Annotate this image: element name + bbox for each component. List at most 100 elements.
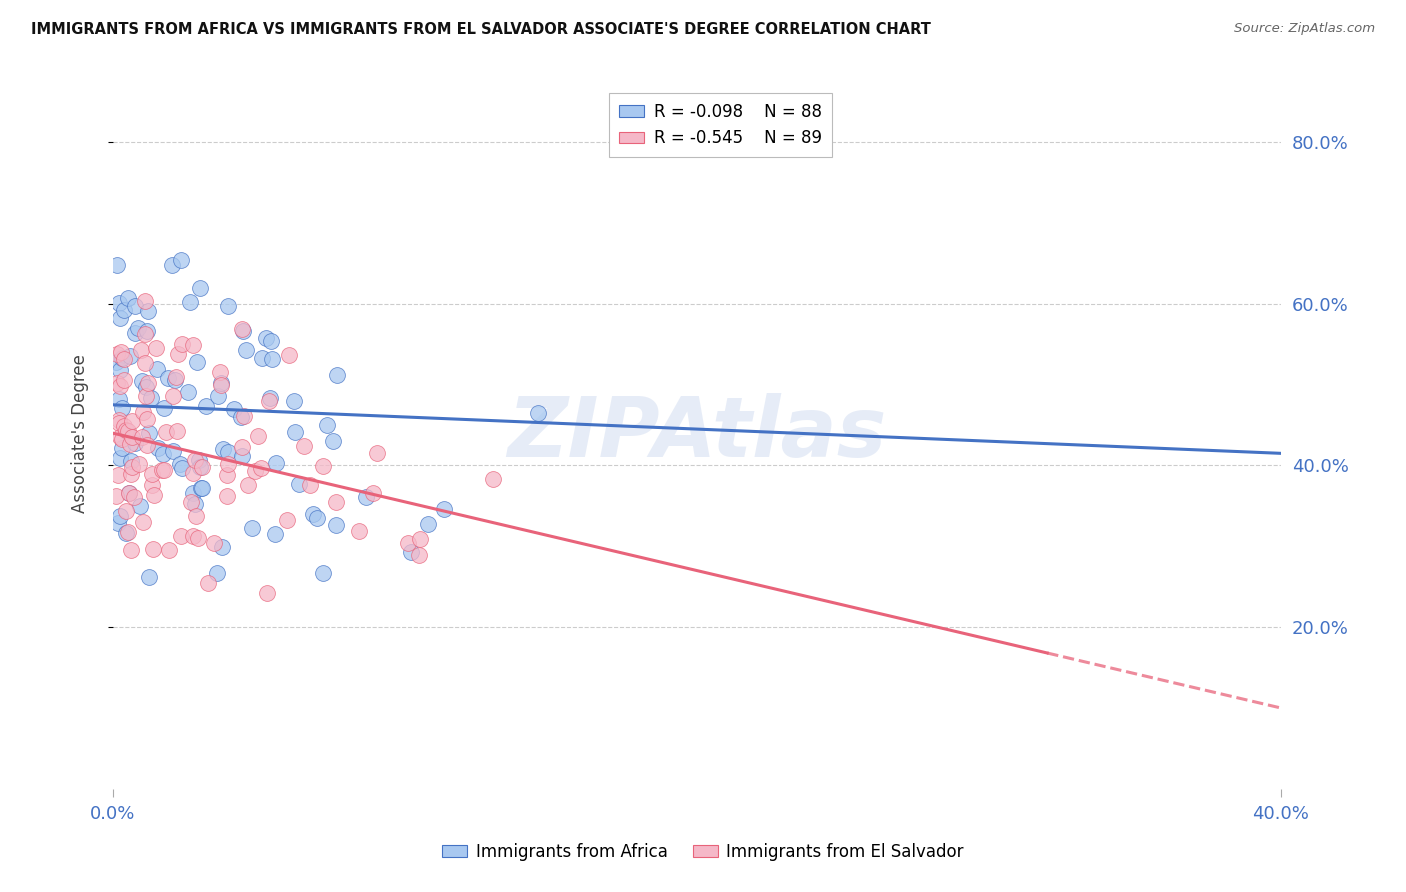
Point [260, 352, 283, 367]
Point [127, 321, 149, 335]
Text: IMMIGRANTS FROM AFRICA VS IMMIGRANTS FROM EL SALVADOR ASSOCIATE'S DEGREE CORRELA: IMMIGRANTS FROM AFRICA VS IMMIGRANTS FRO… [31, 22, 931, 37]
Point [209, 376, 232, 390]
Point [184, 453, 207, 467]
Point [217, 468, 239, 483]
Point [115, 503, 138, 517]
Point [278, 349, 301, 363]
Point [177, 385, 200, 400]
Point [301, 507, 323, 521]
Point [153, 401, 176, 415]
Point [121, 430, 143, 444]
Point [180, 495, 202, 509]
Point [276, 513, 298, 527]
Point [527, 406, 550, 420]
Point [254, 331, 277, 345]
Point [246, 429, 269, 443]
Point [124, 436, 146, 450]
Point [243, 464, 266, 478]
Point [399, 544, 422, 558]
Point [162, 443, 184, 458]
Point [181, 466, 204, 480]
Point [129, 499, 152, 513]
Point [114, 525, 136, 540]
Point [202, 535, 225, 549]
Point [236, 478, 259, 492]
Point [170, 528, 193, 542]
Point [157, 371, 180, 385]
Point [104, 489, 127, 503]
Point [108, 430, 131, 444]
Point [141, 478, 163, 492]
Point [142, 541, 165, 556]
Point [205, 566, 228, 580]
Point [120, 467, 142, 482]
Legend: Immigrants from Africa, Immigrants from El Salvador: Immigrants from Africa, Immigrants from … [436, 837, 970, 868]
Point [111, 401, 134, 415]
Point [260, 334, 283, 348]
Point [111, 432, 134, 446]
Point [190, 482, 212, 496]
Point [146, 362, 169, 376]
Point [172, 336, 194, 351]
Point [184, 508, 207, 523]
Point [117, 424, 139, 438]
Point [108, 311, 131, 326]
Point [117, 291, 139, 305]
Point [264, 456, 287, 470]
Point [104, 355, 127, 369]
Point [107, 413, 129, 427]
Point [396, 536, 419, 550]
Point [155, 425, 177, 439]
Point [108, 362, 131, 376]
Point [366, 446, 388, 460]
Point [135, 380, 157, 394]
Point [250, 461, 273, 475]
Point [117, 524, 139, 539]
Point [166, 424, 188, 438]
Point [141, 467, 163, 482]
Point [152, 463, 174, 477]
Point [134, 356, 156, 370]
Point [259, 393, 281, 408]
Point [312, 458, 335, 473]
Point [231, 324, 253, 338]
Point [134, 326, 156, 341]
Point [190, 460, 212, 475]
Point [325, 368, 347, 383]
Point [163, 373, 186, 387]
Y-axis label: Associate's Degree: Associate's Degree [72, 354, 89, 513]
Point [231, 322, 253, 336]
Point [217, 299, 239, 313]
Point [108, 509, 131, 524]
Point [128, 458, 150, 472]
Point [112, 352, 135, 367]
Point [112, 303, 135, 318]
Point [162, 388, 184, 402]
Point [167, 347, 190, 361]
Point [481, 472, 503, 486]
Text: Source: ZipAtlas.com: Source: ZipAtlas.com [1234, 22, 1375, 36]
Point [212, 442, 235, 457]
Point [150, 463, 173, 477]
Point [222, 401, 245, 416]
Point [138, 570, 160, 584]
Point [217, 457, 239, 471]
Point [108, 379, 131, 393]
Point [209, 365, 232, 379]
Point [312, 566, 335, 580]
Point [188, 281, 211, 295]
Point [138, 425, 160, 440]
Point [136, 412, 159, 426]
Point [211, 541, 233, 555]
Point [124, 326, 146, 340]
Point [105, 259, 128, 273]
Point [184, 497, 207, 511]
Point [111, 351, 134, 365]
Legend: R = -0.098    N = 88, R = -0.545    N = 89: R = -0.098 N = 88, R = -0.545 N = 89 [609, 93, 832, 157]
Point [107, 416, 129, 430]
Point [131, 374, 153, 388]
Point [433, 501, 456, 516]
Point [129, 343, 152, 357]
Point [179, 295, 201, 310]
Point [299, 477, 322, 491]
